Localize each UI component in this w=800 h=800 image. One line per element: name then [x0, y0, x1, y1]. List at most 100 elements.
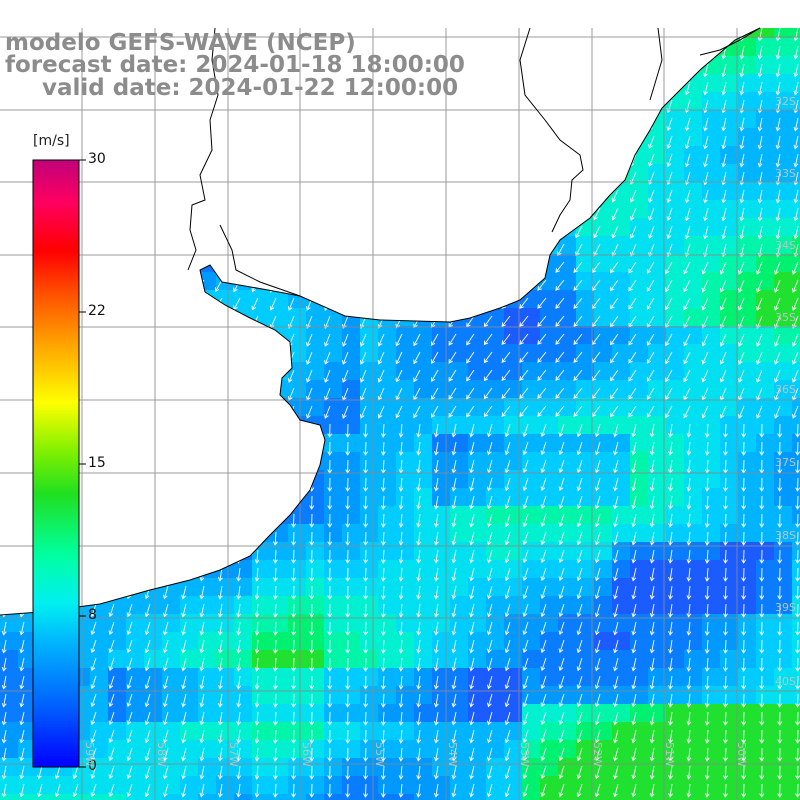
wind-cell — [270, 614, 289, 633]
wind-cell — [342, 344, 361, 363]
wind-cell — [324, 344, 343, 363]
wind-cell — [792, 434, 800, 453]
forecast-date: forecast date: 2024-01-18 18:00:00 — [5, 52, 465, 78]
wind-cell — [432, 416, 451, 435]
wind-cell — [252, 740, 271, 759]
wind-cell — [648, 326, 667, 345]
wind-cell — [54, 776, 73, 795]
wind-cell — [126, 686, 145, 705]
wind-cell — [792, 380, 800, 399]
wind-cell — [792, 542, 800, 561]
wind-cell — [414, 542, 433, 561]
wind-cell — [324, 416, 343, 435]
wind-cell — [216, 668, 235, 687]
wind-cell — [252, 560, 271, 579]
wind-cell — [702, 632, 721, 651]
wind-cell — [792, 272, 800, 291]
wind-cell — [306, 722, 325, 741]
wind-cell — [414, 794, 433, 800]
wind-cell — [216, 614, 235, 633]
wind-cell — [720, 308, 739, 327]
wind-cell — [792, 398, 800, 417]
wind-cell — [648, 200, 667, 219]
wind-cell — [594, 398, 613, 417]
wind-cell — [450, 434, 469, 453]
wind-cell — [234, 614, 253, 633]
wind-cell — [522, 470, 541, 489]
wind-cell — [450, 722, 469, 741]
wind-cell — [648, 146, 667, 165]
wind-cell — [234, 290, 253, 309]
lon-label: 50W — [735, 742, 748, 767]
wind-cell — [666, 506, 685, 525]
wind-cell — [666, 218, 685, 237]
wind-cell — [360, 614, 379, 633]
wind-cell — [756, 578, 775, 597]
wind-cell — [522, 416, 541, 435]
wind-cell — [756, 614, 775, 633]
wind-cell — [126, 776, 145, 795]
wind-cell — [360, 560, 379, 579]
wind-cell — [756, 182, 775, 201]
wind-cell — [216, 632, 235, 651]
wind-cell — [756, 308, 775, 327]
wind-cell — [270, 758, 289, 777]
wind-cell — [540, 362, 559, 381]
wind-cell — [666, 542, 685, 561]
wind-cell — [288, 362, 307, 381]
wind-cell — [684, 722, 703, 741]
wind-cell — [144, 686, 163, 705]
wind-cell — [558, 506, 577, 525]
wind-cell — [648, 362, 667, 381]
wind-cell — [756, 128, 775, 147]
wind-cell — [126, 740, 145, 759]
wind-cell — [684, 740, 703, 759]
wind-cell — [216, 776, 235, 795]
wind-cell — [774, 128, 793, 147]
wind-cell — [738, 146, 757, 165]
wind-cell — [504, 452, 523, 471]
lat-label: 39S — [775, 601, 796, 614]
lat-label: 33S — [775, 167, 796, 180]
wind-cell — [720, 434, 739, 453]
wind-cell — [0, 632, 19, 651]
wind-cell — [756, 290, 775, 309]
wind-cell — [756, 218, 775, 237]
wind-cell — [540, 452, 559, 471]
wind-cell — [648, 272, 667, 291]
wind-cell — [306, 380, 325, 399]
wind-cell — [756, 272, 775, 291]
wind-cell — [594, 308, 613, 327]
wind-cell — [216, 722, 235, 741]
wind-cell — [594, 344, 613, 363]
wind-cell — [306, 560, 325, 579]
wind-cell — [702, 758, 721, 777]
wind-cell — [666, 254, 685, 273]
wind-cell — [288, 632, 307, 651]
wind-cell — [504, 416, 523, 435]
wind-cell — [360, 488, 379, 507]
wind-cell — [324, 434, 343, 453]
wind-cell — [504, 722, 523, 741]
wind-cell — [360, 794, 379, 800]
wind-cell — [594, 578, 613, 597]
wind-cell — [432, 668, 451, 687]
wind-cell — [126, 614, 145, 633]
wind-cell — [378, 542, 397, 561]
wind-cell — [504, 362, 523, 381]
wind-cell — [360, 668, 379, 687]
wind-cell — [306, 344, 325, 363]
wind-cell — [252, 776, 271, 795]
wind-cell — [756, 56, 775, 75]
wind-cell — [126, 704, 145, 723]
wind-cell — [450, 650, 469, 669]
wind-cell — [234, 686, 253, 705]
wind-cell — [486, 398, 505, 417]
wind-cell — [324, 704, 343, 723]
wind-cell — [468, 344, 487, 363]
wind-cell — [288, 578, 307, 597]
wind-cell — [738, 632, 757, 651]
wind-cell — [720, 632, 739, 651]
wind-cell — [684, 596, 703, 615]
wind-cell — [504, 632, 523, 651]
